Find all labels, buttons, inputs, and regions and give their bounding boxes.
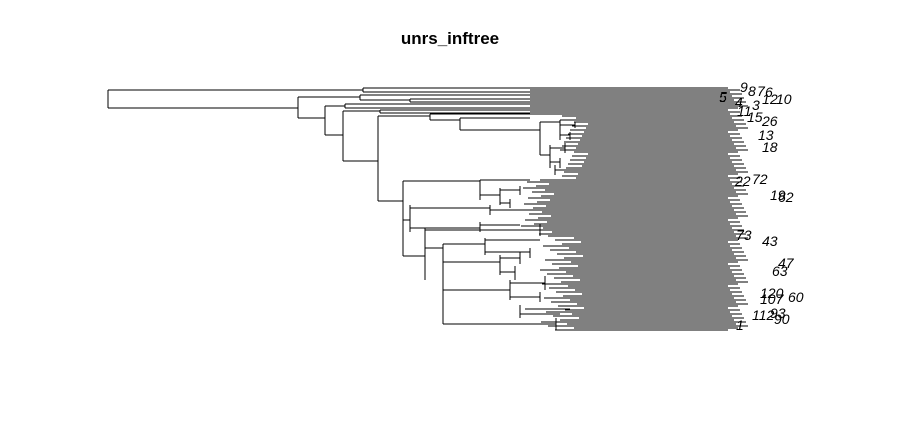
- tip-label: 6: [765, 84, 773, 100]
- tip-label: 90: [774, 311, 790, 327]
- tip-label: 3: [752, 97, 760, 113]
- tip-label: 47: [778, 255, 795, 271]
- tip-branch-block: [520, 87, 748, 331]
- tip-label: 18: [762, 139, 778, 155]
- tip-label: 8: [748, 83, 756, 99]
- tip-label: 73: [736, 227, 752, 243]
- tip-label: 107: [760, 291, 785, 307]
- tip-label: 63: [772, 263, 788, 279]
- tip-label: 1: [736, 317, 744, 333]
- tip-label: 26: [761, 113, 778, 129]
- figure-title: unrs_inftree: [400, 29, 500, 48]
- tip-label: 120: [760, 285, 784, 301]
- tip-label: 7: [757, 83, 766, 99]
- tip-label: 10: [776, 91, 792, 107]
- tip-label: 2: [769, 91, 778, 107]
- tip-label: 93: [770, 305, 786, 321]
- tip-label: 1: [762, 91, 770, 107]
- tip-label: 22: [734, 173, 751, 189]
- tip-label: 9: [740, 79, 748, 95]
- tip-label: 72: [752, 171, 768, 187]
- tree-edges: [107, 87, 585, 330]
- tip-label: 43: [762, 233, 778, 249]
- tip-label: 112: [752, 307, 775, 323]
- tip-label: 60: [788, 289, 804, 305]
- tip-label: 11: [737, 103, 752, 119]
- tip-label: 13: [758, 127, 774, 143]
- tip-label: 15: [747, 109, 763, 125]
- tip-label: 62: [778, 189, 794, 205]
- tip-label: 5: [719, 89, 727, 105]
- tip-label: 19: [770, 187, 786, 203]
- tip-label: 4: [735, 94, 743, 110]
